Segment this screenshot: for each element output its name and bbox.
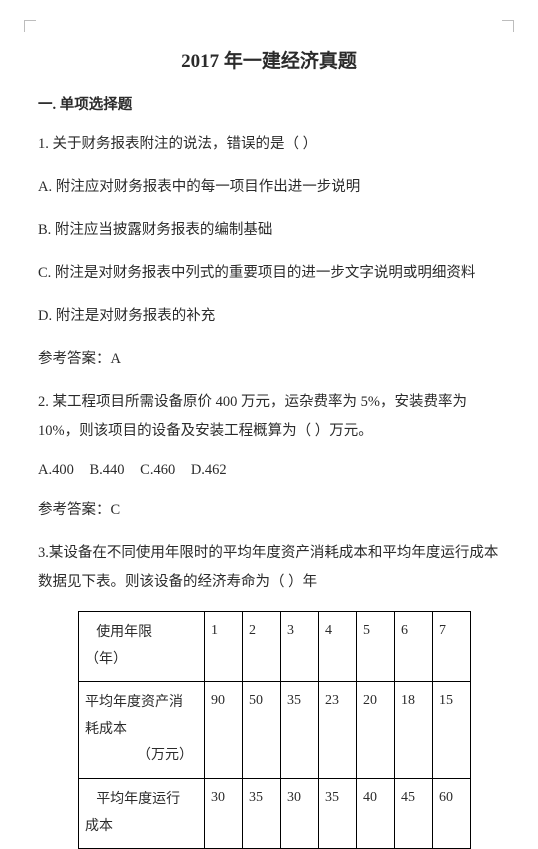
table-row: 平均年度运行 成本 30 35 30 35 40 45 60	[79, 778, 471, 848]
q1-option-c: C. 附注是对财务报表中列式的重要项目的进一步文字说明或明细资料	[38, 259, 500, 288]
table-cell: 35	[243, 778, 281, 848]
table-cell: 50	[243, 682, 281, 779]
q2-option-a: A.400	[38, 460, 74, 482]
q1-answer: 参考答案：A	[38, 345, 500, 374]
q3-table: 使用年限 （年） 1 2 3 4 5 6 7 平均年度资产消 耗成本 （万元） …	[78, 611, 471, 849]
table-cell: 45	[395, 778, 433, 848]
table-cell: 23	[319, 682, 357, 779]
q1-option-b: B. 附注应当披露财务报表的编制基础	[38, 216, 500, 245]
table-cell: 60	[433, 778, 471, 848]
table-cell: 35	[281, 682, 319, 779]
table-cell: 15	[433, 682, 471, 779]
table-row: 使用年限 （年） 1 2 3 4 5 6 7	[79, 612, 471, 682]
table-cell: 30	[205, 778, 243, 848]
table-header-run: 平均年度运行 成本	[79, 778, 205, 848]
q1-option-a: A. 附注应对财务报表中的每一项目作出进一步说明	[38, 173, 500, 202]
table-cell: 7	[433, 612, 471, 682]
table-cell: 2	[243, 612, 281, 682]
q2-option-c: C.460	[140, 460, 175, 482]
table-cell: 30	[281, 778, 319, 848]
table-cell: 40	[357, 778, 395, 848]
table-header-years: 使用年限 （年）	[79, 612, 205, 682]
q1-option-d: D. 附注是对财务报表的补充	[38, 302, 500, 331]
q1-stem: 1. 关于财务报表附注的说法，错误的是（ ）	[38, 130, 500, 159]
table-cell: 18	[395, 682, 433, 779]
q2-answer: 参考答案：C	[38, 496, 500, 525]
table-cell: 1	[205, 612, 243, 682]
table-cell: 6	[395, 612, 433, 682]
table-cell: 3	[281, 612, 319, 682]
table-cell: 4	[319, 612, 357, 682]
table-row: 平均年度资产消 耗成本 （万元） 90 50 35 23 20 18 15	[79, 682, 471, 779]
table-cell: 90	[205, 682, 243, 779]
page-title: 2017 年一建经济真题	[38, 48, 500, 77]
q2-stem: 2. 某工程项目所需设备原价 400 万元，运杂费率为 5%，安装费率为 10%…	[38, 388, 500, 446]
section-heading: 一. 单项选择题	[38, 95, 500, 117]
table-header-asset: 平均年度资产消 耗成本 （万元）	[79, 682, 205, 779]
q2-options: A.400 B.440 C.460 D.462	[38, 460, 500, 482]
table-cell: 20	[357, 682, 395, 779]
table-cell: 35	[319, 778, 357, 848]
q2-option-b: B.440	[89, 460, 124, 482]
q2-option-d: D.462	[191, 460, 227, 482]
q3-stem: 3.某设备在不同使用年限时的平均年度资产消耗成本和平均年度运行成本数据见下表。则…	[38, 539, 500, 597]
table-cell: 5	[357, 612, 395, 682]
